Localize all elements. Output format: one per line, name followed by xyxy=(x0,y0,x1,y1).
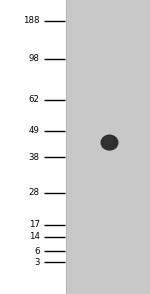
Text: 188: 188 xyxy=(23,16,40,25)
Text: 3: 3 xyxy=(34,258,40,267)
Text: 38: 38 xyxy=(29,153,40,162)
Ellipse shape xyxy=(103,136,113,145)
Text: 49: 49 xyxy=(29,126,40,135)
Text: 62: 62 xyxy=(29,96,40,104)
Text: 28: 28 xyxy=(29,188,40,197)
Text: 17: 17 xyxy=(29,220,40,229)
Text: 6: 6 xyxy=(34,247,40,256)
Ellipse shape xyxy=(100,135,118,151)
FancyBboxPatch shape xyxy=(0,0,66,294)
Text: 14: 14 xyxy=(29,232,40,241)
Text: 98: 98 xyxy=(29,54,40,63)
